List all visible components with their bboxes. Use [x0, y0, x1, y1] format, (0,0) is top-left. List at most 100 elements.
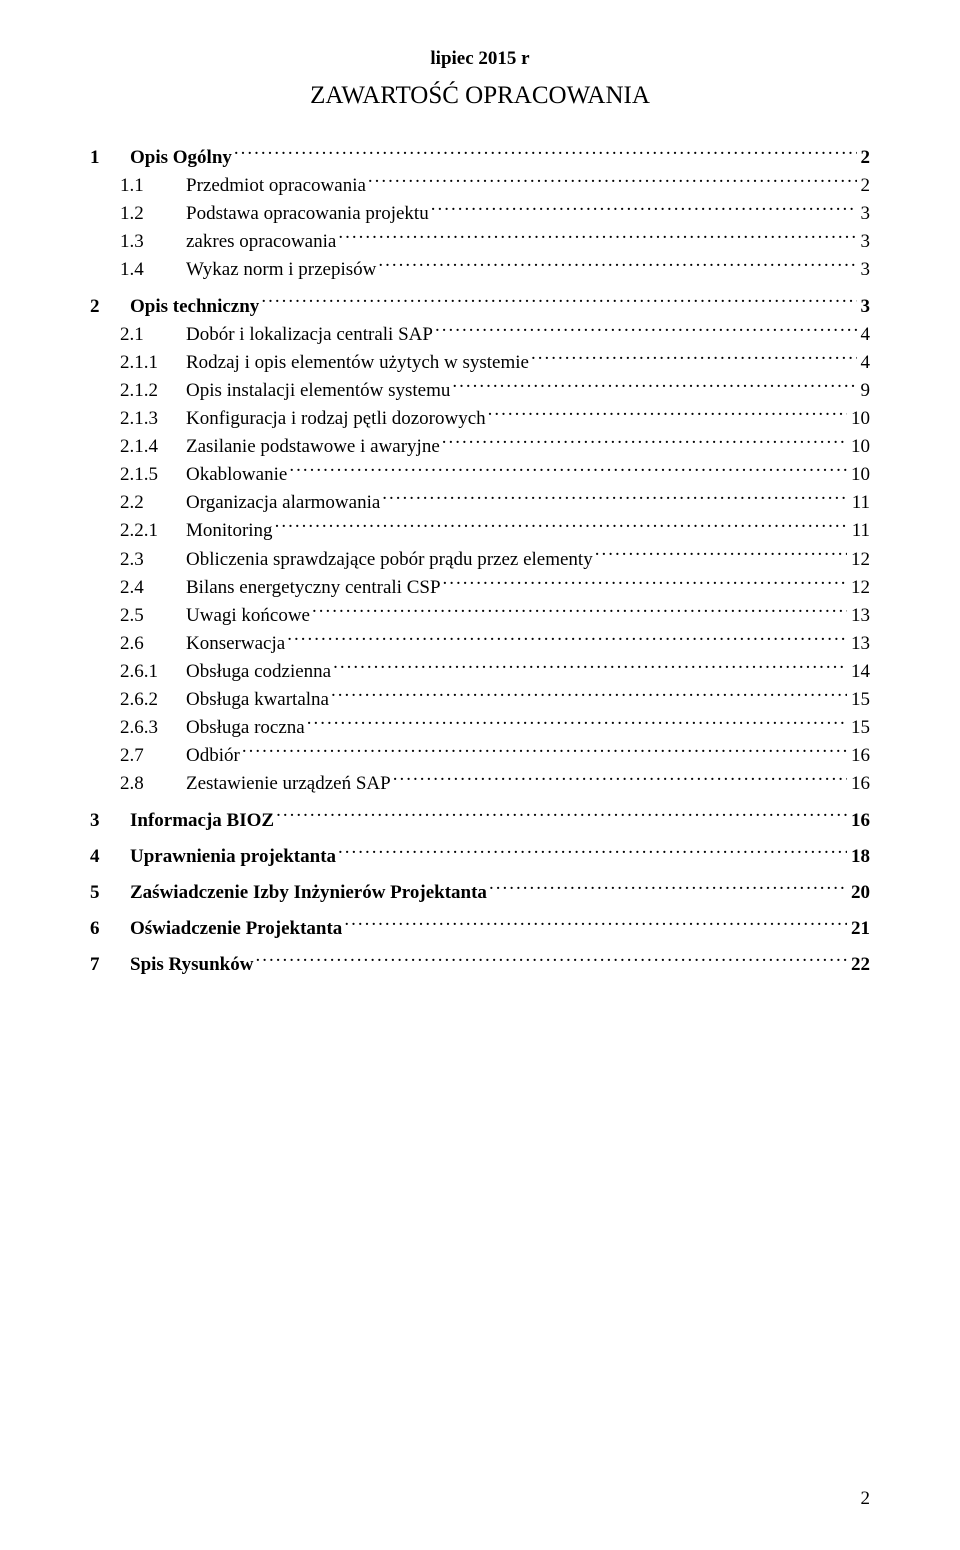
- toc-leader-dots: [338, 843, 847, 862]
- toc-row: 2.1.3Konfiguracja i rodzaj pętli dozorow…: [90, 405, 870, 433]
- toc-leader-dots: [435, 321, 857, 340]
- toc-label: Obsługa roczna: [186, 714, 305, 742]
- toc-leader-dots: [242, 742, 847, 761]
- toc-row: 1.1Przedmiot opracowania2: [90, 172, 870, 200]
- toc-page-number: 20: [849, 879, 870, 907]
- toc-row: 2.6Konserwacja13: [90, 630, 870, 658]
- toc-number: 2.6.2: [120, 686, 186, 714]
- header-title: ZAWARTOŚĆ OPRACOWANIA: [90, 82, 870, 110]
- toc-page-number: 14: [849, 658, 870, 686]
- toc-page-number: 15: [849, 686, 870, 714]
- toc-row: 1Opis Ogólny2: [90, 144, 870, 172]
- toc-number: 6: [90, 915, 130, 943]
- toc-page-number: 16: [849, 770, 870, 798]
- toc-page-number: 4: [859, 321, 871, 349]
- toc-page-number: 11: [850, 489, 870, 517]
- toc-label: Uprawnienia projektanta: [130, 843, 336, 871]
- toc-row: 2.6.1Obsługa codzienna 14: [90, 658, 870, 686]
- toc-row: 2.8Zestawienie urządzeń SAP 16: [90, 770, 870, 798]
- toc-row: 1.3zakres opracowania3: [90, 228, 870, 256]
- toc-leader-dots: [307, 714, 847, 733]
- toc-leader-dots: [431, 200, 857, 219]
- toc-leader-dots: [276, 807, 847, 826]
- toc-label: zakres opracowania: [186, 228, 336, 256]
- toc-row: 2.1.4Zasilanie podstawowe i awaryjne10: [90, 433, 870, 461]
- toc-leader-dots: [338, 228, 856, 247]
- toc-page-number: 2: [859, 172, 871, 200]
- toc-page-number: 15: [849, 714, 870, 742]
- toc-row: 2.1Dobór i lokalizacja centrali SAP4: [90, 321, 870, 349]
- toc-label: Obsługa kwartalna: [186, 686, 329, 714]
- toc-row: 2.5Uwagi końcowe 13: [90, 602, 870, 630]
- toc-row: 2.4Bilans energetyczny centrali CSP12: [90, 574, 870, 602]
- toc-row: 6Oświadczenie Projektanta 21: [90, 915, 870, 943]
- toc-page-number: 10: [849, 461, 870, 489]
- toc-label: Zestawienie urządzeń SAP: [186, 770, 391, 798]
- toc-row: 2.2.1Monitoring11: [90, 517, 870, 545]
- toc-row: 3Informacja BIOZ 16: [90, 807, 870, 835]
- toc-label: Okablowanie: [186, 461, 287, 489]
- toc-number: 2.8: [120, 770, 186, 798]
- toc-number: 2.3: [120, 546, 186, 574]
- toc-number: 1.4: [120, 256, 186, 284]
- toc-leader-dots: [488, 405, 847, 424]
- toc-leader-dots: [275, 517, 848, 536]
- toc-leader-dots: [489, 879, 847, 898]
- page-number: 2: [861, 1488, 871, 1510]
- toc-leader-dots: [234, 144, 857, 163]
- toc-page-number: 4: [859, 349, 871, 377]
- toc-row: 7Spis Rysunków22: [90, 951, 870, 979]
- toc-label: Konserwacja: [186, 630, 285, 658]
- toc-label: Bilans energetyczny centrali CSP: [186, 574, 441, 602]
- toc-leader-dots: [261, 293, 856, 312]
- toc-row: 2.1.5Okablowanie10: [90, 461, 870, 489]
- toc-number: 2.2.1: [120, 517, 186, 545]
- toc-leader-dots: [368, 172, 857, 191]
- toc-page-number: 22: [849, 951, 870, 979]
- toc-label: Wykaz norm i przepisów: [186, 256, 376, 284]
- toc-row: 2.6.3Obsługa roczna 15: [90, 714, 870, 742]
- toc-leader-dots: [287, 630, 847, 649]
- toc-row: 5Zaświadczenie Izby Inżynierów Projektan…: [90, 879, 870, 907]
- toc-row: 2.2Organizacja alarmowania11: [90, 489, 870, 517]
- toc-number: 4: [90, 843, 130, 871]
- toc-leader-dots: [442, 433, 847, 452]
- toc-page-number: 3: [859, 200, 871, 228]
- toc-leader-dots: [312, 602, 847, 621]
- toc-page-number: 16: [849, 807, 870, 835]
- toc-page-number: 13: [849, 602, 870, 630]
- toc-number: 2.6.3: [120, 714, 186, 742]
- toc-leader-dots: [531, 349, 857, 368]
- toc-label: Zasilanie podstawowe i awaryjne: [186, 433, 440, 461]
- toc-label: Odbiór: [186, 742, 240, 770]
- toc-page-number: 21: [849, 915, 870, 943]
- toc-leader-dots: [443, 574, 847, 593]
- toc-label: Oświadczenie Projektanta: [130, 915, 342, 943]
- header-date: lipiec 2015 r: [90, 48, 870, 70]
- toc-leader-dots: [382, 489, 847, 508]
- toc-label: Uwagi końcowe: [186, 602, 310, 630]
- toc-leader-dots: [452, 377, 856, 396]
- toc-label: Informacja BIOZ: [130, 807, 274, 835]
- document-page: lipiec 2015 r ZAWARTOŚĆ OPRACOWANIA 1Opi…: [0, 0, 960, 1550]
- toc-leader-dots: [344, 915, 847, 934]
- toc-label: Przedmiot opracowania: [186, 172, 366, 200]
- toc-number: 3: [90, 807, 130, 835]
- toc-number: 2.5: [120, 602, 186, 630]
- toc-number: 2.1: [120, 321, 186, 349]
- toc-number: 2.7: [120, 742, 186, 770]
- toc-row: 1.4Wykaz norm i przepisów3: [90, 256, 870, 284]
- toc-label: Opis techniczny: [130, 293, 259, 321]
- toc-number: 2.1.1: [120, 349, 186, 377]
- toc-number: 2.6.1: [120, 658, 186, 686]
- toc-page-number: 3: [859, 228, 871, 256]
- toc-label: Obsługa codzienna: [186, 658, 331, 686]
- toc-number: 2.1.3: [120, 405, 186, 433]
- toc-label: Opis Ogólny: [130, 144, 232, 172]
- toc-label: Monitoring: [186, 517, 273, 545]
- toc-number: 7: [90, 951, 130, 979]
- table-of-contents: 1Opis Ogólny21.1Przedmiot opracowania21.…: [90, 144, 870, 979]
- toc-number: 2.2: [120, 489, 186, 517]
- toc-row: 2.6.2Obsługa kwartalna 15: [90, 686, 870, 714]
- toc-label: Podstawa opracowania projektu: [186, 200, 429, 228]
